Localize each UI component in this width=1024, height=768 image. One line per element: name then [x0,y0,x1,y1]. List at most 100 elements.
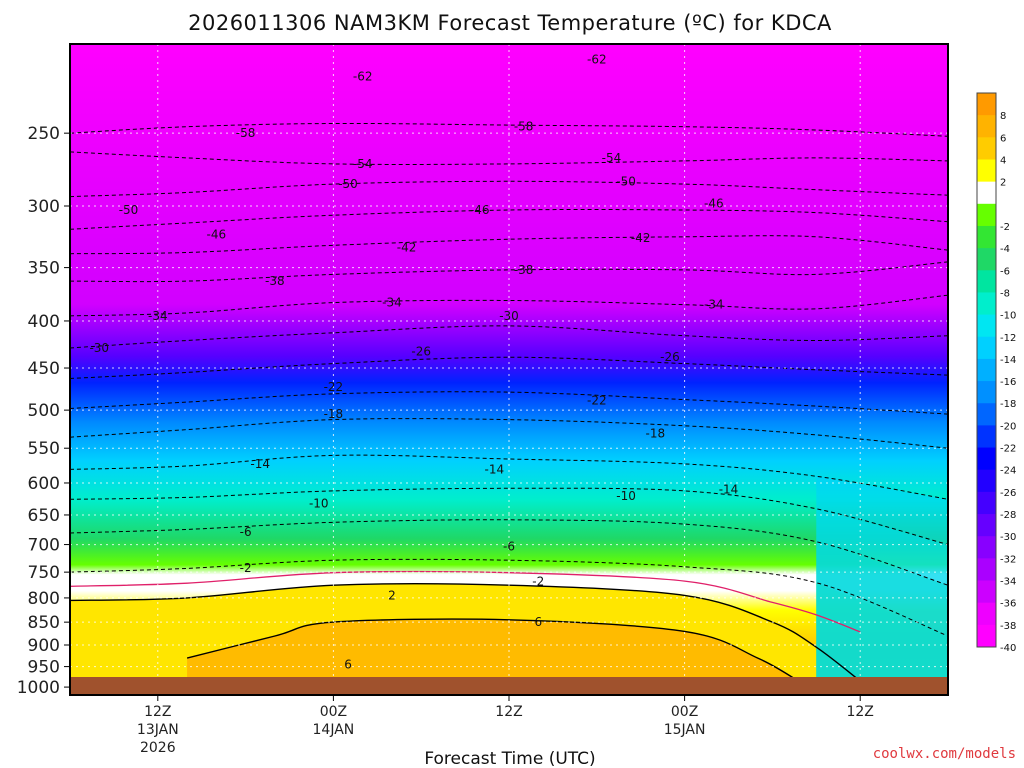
warm-layer-core [187,619,802,684]
colorbar: 8 6 4 2 -2 -4 -6 -8 -10 -12 -14 -16 -18 -20 -22 -24 -26 -… [976,92,1016,654]
contour-label-34: -2 [240,561,252,575]
colorbar-label-2: 4 [1000,155,1006,166]
contour-label-text-15: -38 [514,263,534,277]
colorbar-label-22: -36 [1000,599,1016,610]
colorbar-label-21: -34 [1000,577,1016,588]
y-tick-label-500: 500 [28,401,60,421]
contour-label-1: -62 [587,53,607,67]
chart-title: 2026011306 NAM3KM Forecast Temperature (… [188,11,832,35]
contour-label-21: -26 [411,345,431,359]
contour-label-text-32: -6 [240,525,252,539]
contour-label-text-9: -46 [207,227,227,241]
isotherm-lines [70,122,948,684]
x-tick-label-12-0: 12Z [144,704,171,720]
y-tick-label-700: 700 [28,536,60,556]
colorbar-bin-4 [977,181,996,205]
contour-label-0: -62 [353,70,373,84]
y-tick-label-600: 600 [28,474,60,494]
colorbar-label-16: -24 [1000,466,1016,477]
contour-label-13: -42 [631,231,651,245]
cold-region-14 [816,476,948,695]
contour-label-text-34: -2 [240,561,252,575]
warm-core-area [187,619,802,684]
y-tick-label-250: 250 [28,124,60,144]
contour-labels: -62-62-58 -58-54 -54-50-50 -50-46-46 -46-42-… [89,53,739,672]
contour-label-text-25: -18 [324,407,344,421]
contour-label-25: -18 [324,407,344,421]
contour-label-text-8: -50 [616,174,636,188]
source-credit: coolwx.com/models [873,746,1016,762]
contour-label-18: -34 [704,298,724,312]
y-tick-label-1000: 1000 [17,678,60,698]
y-tick-label-950: 950 [28,658,60,678]
y-tick-label-900: 900 [28,636,60,656]
colorbar-bin-11 [977,336,996,360]
contour-label-text-21: -26 [411,345,431,359]
y-tick-label-450: 450 [28,359,60,379]
contour-label-text-31: -10 [616,489,636,503]
grid-lines [70,44,948,695]
colorbar-label-5: -2 [1000,222,1010,233]
y-tick-label-400: 400 [28,312,60,332]
y-tick-label-300: 300 [28,197,60,217]
colorbar-label-17: -26 [1000,488,1016,499]
contour-label-text-38: 6 [534,615,542,629]
contour-label-5: -54 [602,151,622,165]
contour-label-32: -6 [240,525,252,539]
colorbar-bin-19 [977,514,996,537]
contour-label-6: -50 [119,203,139,217]
contour-label-31: -10 [616,489,636,503]
contour-label-text-12: -42 [397,241,417,255]
contour-label-text-7: -50 [338,177,358,191]
colorbar-bin-12 [977,358,996,382]
contour-label-text-36: 2 [388,588,396,602]
contour-label-text-10: -46 [470,203,490,217]
contour-label-27: -14 [250,457,270,471]
colorbar-bin-23 [977,602,996,626]
colorbar-label-3: 2 [1000,178,1006,189]
contour-label-20: -30 [499,309,519,323]
colorbar-label-7: -6 [1000,266,1010,277]
colorbar-label-1: 6 [1000,133,1006,144]
contour-label-text-13: -42 [631,231,651,245]
colorbar-label-18: -28 [1000,510,1016,521]
colorbar-bin-16 [977,447,996,471]
x-tick-label-60-0: 12Z [846,704,873,720]
contour-label-22: -26 [660,350,680,364]
contour-label-text-24: -22 [587,393,607,407]
x-tick-label-48-1: 15JAN [664,722,706,738]
contour-label-3: -58 [514,120,534,134]
contour-label-text-3: -58 [514,120,534,134]
colorbar-label-14: -20 [1000,421,1016,432]
freezing-line [70,570,861,633]
contour-label-10: -46 [470,203,490,217]
colorbar-label-6: -4 [1000,244,1010,255]
contour-label-text-20: -30 [499,309,519,323]
contour-label-text-5: -54 [602,151,622,165]
y-tick-label-800: 800 [28,589,60,609]
contour-label-text-14: -38 [265,274,285,288]
colorbar-bin-9 [977,292,996,316]
contour-label-14: -38 [265,274,285,288]
contour-label-text-17: -34 [382,296,402,310]
contour-label-text-16: -34 [148,309,168,323]
colorbar-label-8: -8 [1000,288,1010,299]
colorbar-frame [976,92,997,648]
contour-label-29: -14 [719,483,739,497]
isotherm-2 [70,583,861,682]
surface-band [70,677,948,695]
contour-label-text-11: -46 [704,196,724,210]
contour-label-text-28: -14 [485,462,505,476]
colorbar-label-10: -12 [1000,333,1016,344]
contour-label-4: -54 [353,157,373,171]
contour-label-35: -2 [532,575,544,589]
contour-label-11: -46 [704,196,724,210]
contour-label-23: -22 [324,380,344,394]
colorbar-label-20: -32 [1000,554,1016,565]
colorbar-bin-14 [977,403,996,426]
contour-label-text-27: -14 [250,457,270,471]
y-tick-label-650: 650 [28,506,60,526]
contour-label-36: 2 [388,588,396,602]
contour-label-text-18: -34 [704,298,724,312]
